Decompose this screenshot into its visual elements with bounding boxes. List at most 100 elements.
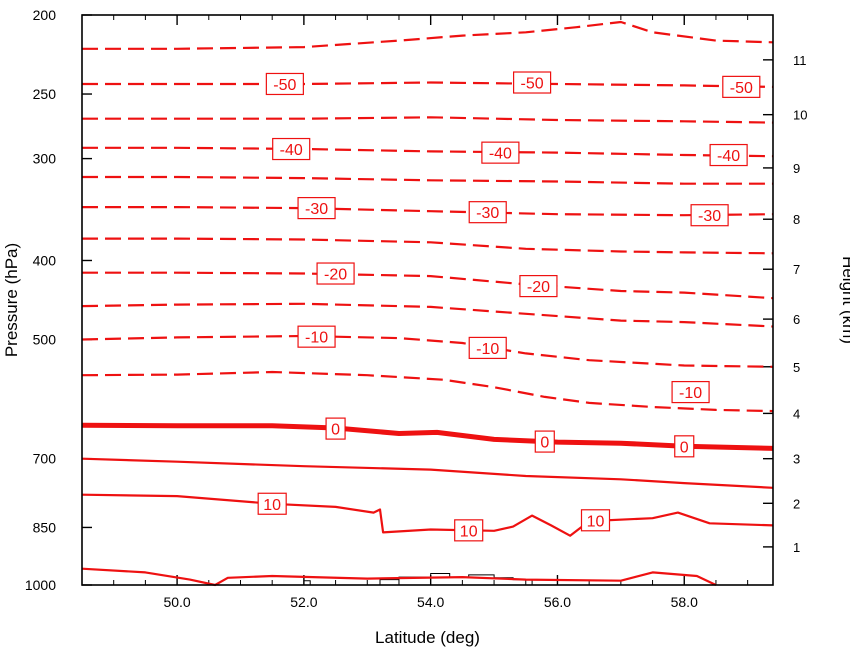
contour-label: -30 [297,196,336,220]
contour-label: -50 [513,71,552,94]
contour-line-m5 [81,370,774,413]
x-tick-label: 58.0 [671,594,698,610]
x-axis-label: Latitude (deg) [375,628,480,647]
pressure-tick-label: 300 [33,151,57,167]
contour-label: 0 [534,430,555,453]
contour-line-15 [81,567,717,587]
contour-label: -40 [272,137,311,161]
contour-label-box [316,262,355,285]
contour-label: -30 [468,201,507,224]
contour-label: 10 [580,509,611,532]
x-tick-label: 52.0 [290,594,317,610]
contour-layer [81,20,774,587]
height-tick-label: 9 [793,161,800,176]
pressure-tick-label: 700 [33,451,57,467]
x-tick-label: 54.0 [417,594,444,610]
contour-label: -50 [722,75,761,98]
contour-label-text: 0 [680,439,689,456]
contour-label: -20 [519,274,558,298]
contour-line-m30 [82,206,774,217]
contour-line-m15 [81,302,774,328]
contour-line-0 [81,422,774,451]
contour-label-text: -40 [280,142,303,159]
contour-label-box [519,274,558,298]
height-tick-label: 10 [793,108,807,123]
contour-label: 10 [257,492,287,515]
contour-label-box [674,435,695,458]
contour-label-box [709,143,748,167]
contour-line-5 [81,457,774,489]
contour-label: 0 [325,417,346,440]
contour-line-m40 [82,146,774,158]
height-tick-label: 5 [793,360,800,375]
contour-label-box [468,201,507,224]
contour-label: -40 [481,141,520,164]
contour-line-m20 [82,271,774,300]
contour-line-m45 [82,116,774,124]
y-axis-label-left: Pressure (hPa) [2,243,21,357]
contour-label-text: -30 [476,205,499,222]
contour-label: -50 [265,72,304,96]
contour-line-m50 [82,81,774,88]
contour-label-text: -30 [305,201,328,218]
pressure-tick-label: 400 [33,252,57,268]
contour-label-box [468,336,507,360]
contour-line-m55 [82,20,774,50]
contour-label-text: -40 [717,148,740,165]
contour-label-box [671,380,710,404]
contour-label-box [513,71,552,94]
contour-line-m35 [82,175,773,185]
contour-label-box [297,196,336,220]
pressure-tick-label: 250 [33,86,57,102]
pressure-tick-label: 850 [33,519,57,535]
height-tick-label: 1 [793,540,800,555]
contour-label-text: 10 [460,523,478,540]
contour-label-box [534,430,555,453]
contour-label-text: 10 [587,513,605,530]
contour-label: 10 [454,519,484,542]
contour-label-text: 10 [263,497,281,514]
plot-frame [81,14,774,586]
contour-label-text: 0 [540,435,549,452]
y-axis-label-right: Height (km) [839,256,850,344]
contour-label-text: -10 [679,385,702,402]
tick-layer [81,14,773,586]
height-tick-label: 4 [793,406,800,421]
contour-label-box [454,519,484,542]
contour-label-box [481,141,520,164]
contour-label-box [257,492,287,515]
contour-label-box [690,204,729,227]
contour-label-text: -10 [476,341,499,358]
contour-label: -10 [468,336,507,360]
contour-label-box [265,72,304,96]
x-tick-label: 56.0 [544,594,571,610]
height-tick-label: 3 [793,452,800,467]
contour-line-10 [81,493,774,537]
contour-label-box [297,325,336,348]
contour-line-m10 [81,334,774,368]
contour-label: -10 [297,325,336,348]
contour-label: -40 [709,143,748,167]
pressure-tick-label: 1000 [25,577,56,593]
height-tick-label: 2 [793,496,800,511]
contour-label-text: -50 [273,77,296,94]
height-tick-label: 6 [793,312,800,327]
contour-label: 0 [674,435,695,458]
x-tick-label: 50.0 [163,594,190,610]
contour-line-m25 [82,237,774,255]
pressure-tick-label: 500 [33,332,57,348]
contour-label-text: -20 [324,267,347,284]
height-tick-label: 8 [793,212,800,227]
contour-label-text: -40 [489,146,512,163]
contour-label: -30 [690,204,729,227]
height-tick-label: 7 [793,262,800,277]
contour-label-box [722,75,761,98]
contour-label-box [580,509,611,532]
contour-label-box [325,417,346,440]
contour-label-layer: -50 -50 -50 -40 -40 -40 -30 -30 -30 -20 -20 -10 -10 -… [257,71,761,542]
contour-label-box [272,137,311,161]
height-tick-label: 11 [793,53,807,68]
contour-label-text: 0 [331,422,340,439]
contour-label: -10 [671,380,710,404]
